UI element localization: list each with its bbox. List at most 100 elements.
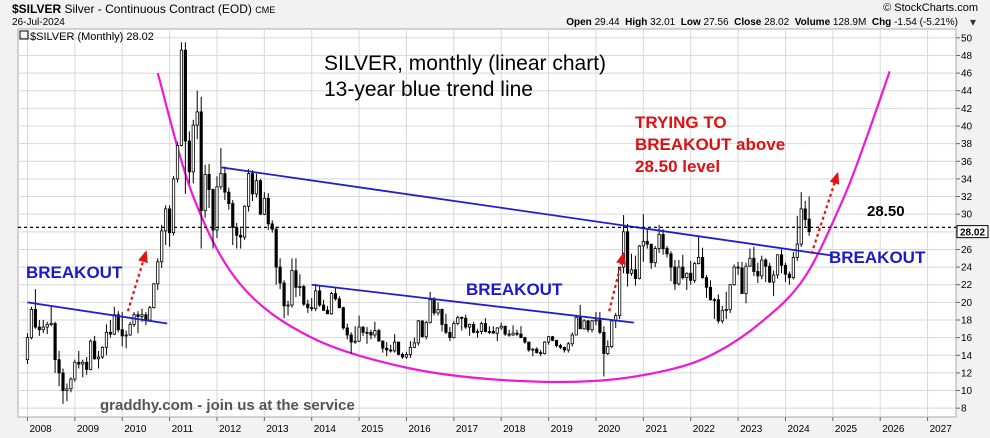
ohlc-body: [764, 259, 768, 267]
ohlc-body: [606, 346, 610, 354]
ohlc-body: [610, 320, 614, 347]
ohlc-body: [669, 253, 673, 268]
ohlc-body: [393, 341, 397, 352]
ohlc-body: [262, 197, 266, 215]
ohlc-body: [523, 337, 527, 343]
ohlc-bar: [104, 324, 109, 356]
ohlc-body: [89, 340, 93, 370]
ohlc-bar: [704, 275, 709, 298]
exchange-label: CME: [255, 5, 276, 15]
ohlc-body: [653, 248, 657, 264]
x-tick-label: 2009: [77, 424, 100, 435]
ohlc-bar: [337, 296, 341, 309]
ohlc-body: [381, 340, 385, 349]
ohlc-bar: [282, 280, 286, 319]
breakout-arrow-icon: [810, 171, 840, 255]
ohlc-body: [41, 326, 45, 331]
ohlc-bar: [37, 320, 41, 336]
ohlc-bar: [472, 321, 476, 334]
ohlc-bar: [369, 329, 373, 340]
close-value: 28.02: [764, 17, 790, 28]
ohlc-bar: [633, 255, 638, 286]
ohlc-body: [685, 272, 689, 279]
ohlc-body: [33, 309, 37, 328]
ohlc-body: [341, 307, 345, 329]
ohlc-body: [491, 331, 495, 334]
annotations: $SILVER (Monthly) 28.02 SILVER, monthly …: [19, 30, 926, 414]
ohlc-body: [598, 319, 602, 333]
ohlc-bar: [673, 260, 677, 291]
ohlc-bar: [669, 251, 673, 282]
trend-line: [311, 283, 634, 324]
arrow-head: [138, 250, 148, 264]
ohlc-bar: [444, 313, 448, 335]
ohlc-body: [318, 290, 322, 306]
ohlc-bar: [535, 347, 539, 354]
ohlc-bar: [211, 188, 215, 249]
ohlc-body: [693, 263, 697, 281]
ohlc-body: [440, 309, 444, 325]
ohlc-bar: [207, 163, 211, 209]
ohlc-body: [298, 286, 302, 288]
legend-text: $SILVER (Monthly) 28.02: [30, 31, 154, 43]
ohlc-body: [582, 320, 586, 330]
ohlc-bar: [100, 346, 105, 359]
ohlc-body: [432, 299, 436, 314]
y-tick-label: 14: [961, 351, 973, 362]
ohlc-body: [120, 329, 124, 337]
ohlc-body: [211, 189, 215, 231]
y-tick-label: 32: [961, 192, 973, 203]
x-tick-label: 2011: [172, 424, 194, 435]
ohlc-bar: [689, 260, 693, 285]
ohlc-bar: [239, 228, 243, 249]
ohlc-body: [183, 49, 187, 142]
ohlc-body: [550, 336, 555, 341]
ohlc-bar: [385, 342, 389, 357]
ohlc-bar: [156, 258, 160, 291]
ohlc-bar: [724, 291, 728, 320]
ohlc-bar: [515, 329, 519, 336]
ohlc-body: [112, 314, 116, 335]
breakout-arrow-icon: [608, 251, 626, 312]
ohlc-body: [53, 323, 57, 361]
ohlc-bar: [420, 320, 424, 338]
ohlc-bar: [302, 284, 306, 306]
chart-title: SILVER, monthly (linear chart): [324, 52, 606, 75]
ohlc-bar: [93, 335, 97, 360]
ohlc-bar: [772, 270, 776, 297]
ohlc-body: [396, 341, 401, 355]
ohlc-bar: [554, 339, 559, 348]
y-tick-label: 44: [961, 86, 973, 97]
ohlc-bar: [732, 264, 736, 286]
ohlc-body: [535, 348, 539, 354]
x-tick-label: 2012: [219, 424, 242, 435]
ohlc-body: [266, 197, 270, 225]
ohlc-body: [286, 304, 290, 307]
ohlc-body: [49, 323, 53, 325]
ohlc-body: [479, 323, 484, 332]
ohlc-bar: [262, 192, 266, 216]
ohlc-bar: [523, 336, 527, 344]
ohlc-bar: [803, 200, 807, 227]
ohlc-bar: [736, 261, 740, 276]
ohlc-body: [768, 265, 772, 283]
ohlc-body: [720, 309, 724, 322]
ohlc-bar: [685, 272, 689, 291]
rounded-bottom-arc: [156, 70, 891, 383]
open-label: Open: [566, 17, 592, 28]
ohlc-body: [645, 241, 649, 245]
ohlc-body: [420, 320, 424, 338]
ohlc-body: [408, 346, 412, 355]
ohlc-bar: [89, 339, 93, 371]
ohlc-bar: [602, 326, 606, 377]
ohlc-bar: [547, 335, 551, 345]
ohlc-body: [278, 266, 282, 284]
ohlc-body: [258, 180, 262, 215]
ohlc-bar: [270, 220, 274, 233]
ohlc-bar: [294, 258, 298, 298]
ohlc-body: [637, 245, 641, 279]
ohlc-body: [452, 323, 456, 339]
arrow-head: [829, 171, 840, 185]
ohlc-bar: [65, 383, 69, 402]
